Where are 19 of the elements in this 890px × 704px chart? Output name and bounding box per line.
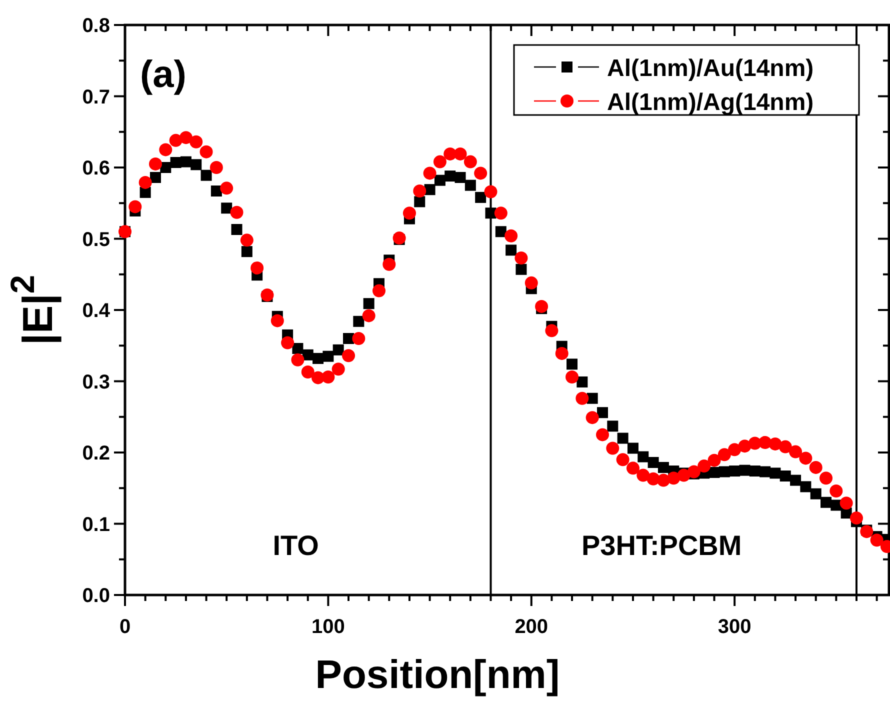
y-tick-label: 0.2 [82, 442, 110, 464]
y-tick-label: 0.1 [82, 514, 110, 536]
annotation: P3HT:PCBM [582, 530, 742, 561]
y-tick-label: 0.0 [82, 585, 110, 607]
x-tick-label: 200 [514, 616, 548, 638]
x-tick-label: 100 [312, 616, 345, 638]
y-tick-label: 0.3 [82, 371, 110, 394]
annotation: ITO [272, 530, 319, 561]
legend-label: Al(1nm)/Au(14nm) [607, 55, 814, 82]
y-tick-label: 0.5 [82, 228, 110, 251]
y-tick-label: 0.4 [82, 300, 111, 322]
y-tick-label: 0.8 [82, 15, 110, 37]
x-axis-title: Position[nm] [315, 653, 560, 697]
x-tick-label: 300 [718, 616, 752, 638]
x-tick-label: 0 [119, 616, 131, 638]
y-tick-label: 0.7 [82, 86, 110, 108]
annotation: (a) [140, 54, 186, 96]
legend-label: Al(1nm)/Ag(14nm) [607, 89, 814, 116]
y-tick-label: 0.6 [82, 158, 110, 180]
